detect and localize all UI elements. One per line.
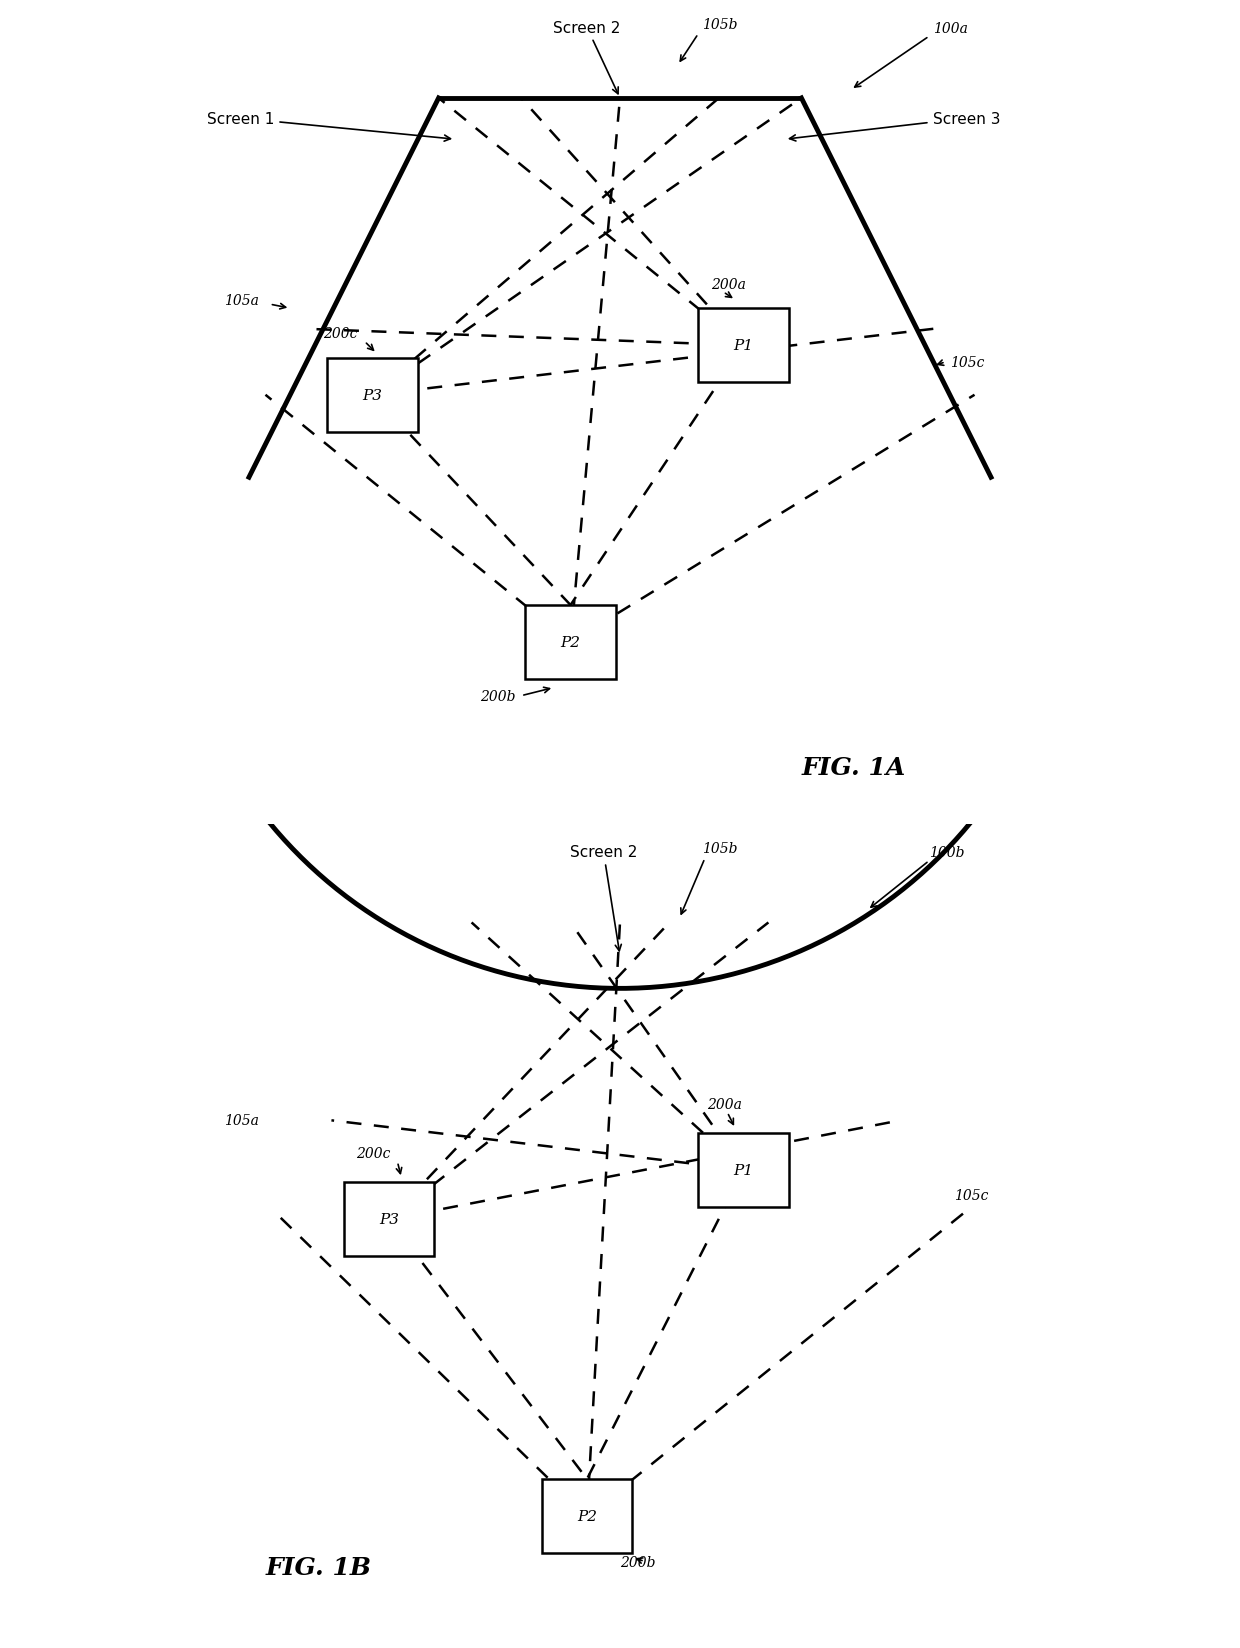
FancyBboxPatch shape bbox=[542, 1480, 632, 1552]
Text: 105b: 105b bbox=[702, 842, 738, 855]
Text: P1: P1 bbox=[734, 339, 754, 353]
FancyBboxPatch shape bbox=[698, 310, 789, 384]
Text: 200b: 200b bbox=[620, 1554, 656, 1569]
Text: 105c: 105c bbox=[950, 356, 985, 369]
Text: 100a: 100a bbox=[934, 21, 968, 36]
Text: 200c: 200c bbox=[324, 326, 357, 341]
Text: 200b: 200b bbox=[480, 689, 516, 704]
Text: 200c: 200c bbox=[356, 1147, 391, 1160]
Text: P3: P3 bbox=[362, 389, 383, 402]
Text: Screen 2: Screen 2 bbox=[570, 845, 637, 951]
Text: Screen 2: Screen 2 bbox=[553, 21, 621, 94]
Text: 200a: 200a bbox=[707, 1098, 742, 1111]
FancyBboxPatch shape bbox=[526, 605, 616, 679]
Text: 200a: 200a bbox=[711, 277, 745, 292]
FancyBboxPatch shape bbox=[343, 1183, 434, 1256]
Text: FIG. 1B: FIG. 1B bbox=[265, 1554, 372, 1579]
Text: 105a: 105a bbox=[224, 1114, 259, 1127]
Text: 105b: 105b bbox=[702, 18, 738, 31]
Text: 105c: 105c bbox=[954, 1188, 988, 1201]
Text: P2: P2 bbox=[560, 636, 580, 649]
Text: 105a: 105a bbox=[224, 293, 259, 308]
FancyBboxPatch shape bbox=[698, 1134, 789, 1206]
Text: Screen 3: Screen 3 bbox=[790, 112, 999, 142]
Text: P2: P2 bbox=[577, 1510, 596, 1523]
Text: Screen 1: Screen 1 bbox=[207, 112, 450, 142]
Text: 100b: 100b bbox=[929, 845, 965, 860]
Text: FIG. 1A: FIG. 1A bbox=[801, 755, 905, 780]
FancyBboxPatch shape bbox=[327, 359, 418, 432]
Text: P1: P1 bbox=[734, 1163, 754, 1177]
Text: P3: P3 bbox=[379, 1213, 399, 1226]
